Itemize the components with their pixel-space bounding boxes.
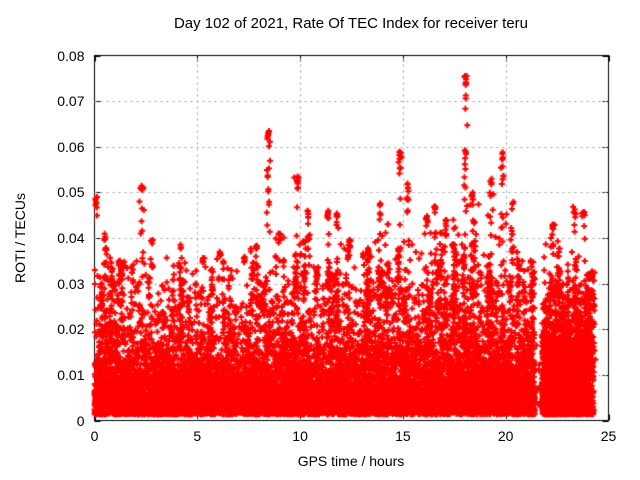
chart-title: Day 102 of 2021, Rate Of TEC Index for r… [173, 15, 529, 32]
y-tick-label: 0.03 [57, 275, 85, 292]
x-tick-label: 25 [600, 427, 617, 444]
x-tick-label: 10 [292, 427, 308, 444]
y-tick-label: 0.08 [57, 47, 85, 64]
x-tick-label: 5 [193, 427, 202, 444]
y-tick-label: 0.06 [57, 138, 85, 155]
x-tick-label: 0 [90, 427, 99, 444]
x-tick-label: 20 [497, 427, 514, 444]
y-tick-label: 0.01 [57, 366, 85, 383]
y-tick-label: 0.04 [57, 230, 85, 246]
y-tick-label: 0.07 [57, 93, 85, 110]
x-tick-label: 15 [395, 427, 411, 444]
y-tick-label: 0.05 [57, 184, 85, 201]
y-tick-label: 0 [76, 412, 85, 429]
y-tick-label: 0.02 [57, 321, 85, 338]
x-axis-label: GPS time / hours [297, 453, 405, 469]
